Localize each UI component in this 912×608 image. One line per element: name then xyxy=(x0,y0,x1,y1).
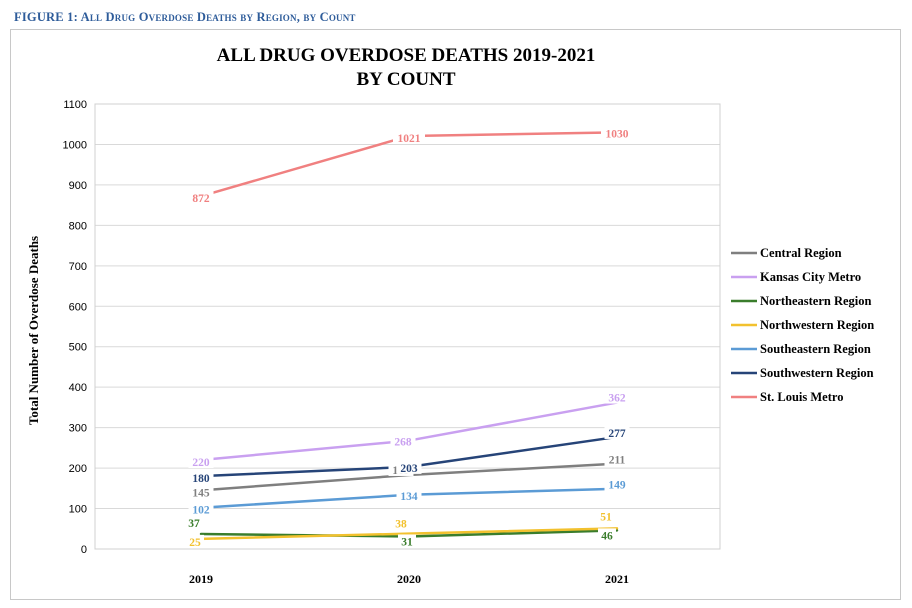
data-labels: 1451832112202683623731462538511021341491… xyxy=(185,126,633,549)
y-tick-label: 600 xyxy=(69,301,87,313)
data-label: 145 xyxy=(192,487,210,499)
y-tick-label: 300 xyxy=(69,423,87,435)
plot-area xyxy=(94,103,721,550)
y-axis-ticks: 0 100 200 300 400 500 600 700 800 900 1000 1100 xyxy=(63,99,87,556)
data-label: 102 xyxy=(192,505,210,517)
data-label: 268 xyxy=(394,437,412,449)
chart-title: ALL DRUG OVERDOSE DEATHS 2019-2021 BY CO… xyxy=(217,45,596,90)
y-tick-label: 0 xyxy=(81,544,87,556)
legend-label: Northwestern Region xyxy=(760,318,874,332)
data-label: 1030 xyxy=(606,128,629,140)
data-label: 203 xyxy=(400,463,418,475)
legend-label: Central Region xyxy=(760,246,842,260)
data-label-bg xyxy=(188,455,214,468)
y-tick-label: 800 xyxy=(69,220,87,232)
data-label-bg xyxy=(396,488,422,502)
legend-label: St. Louis Metro xyxy=(760,390,843,404)
legend-label: Southeastern Region xyxy=(760,342,871,356)
x-axis-ticks: 2019 2020 2021 xyxy=(189,572,629,586)
legend: Central Region Kansas City Metro Northeast… xyxy=(731,246,874,404)
chart-frame xyxy=(10,29,901,600)
y-axis-label: Total Number of Overdose Deaths xyxy=(26,236,41,425)
data-label-bg xyxy=(188,191,214,205)
data-label-bg xyxy=(390,434,416,448)
x-tick-label: 2020 xyxy=(397,572,421,586)
series-lines xyxy=(199,131,619,541)
data-label-bg xyxy=(604,390,630,404)
data-label: 134 xyxy=(400,491,418,503)
data-label-bg xyxy=(392,516,410,530)
data-label: 25 xyxy=(189,537,201,549)
legend-label: Southwestern Region xyxy=(760,366,874,380)
data-label-bg xyxy=(398,534,416,548)
data-label: 31 xyxy=(401,536,413,548)
y-tick-label: 1000 xyxy=(63,139,87,151)
y-tick-label: 200 xyxy=(69,463,87,475)
chart-title-line-1: ALL DRUG OVERDOSE DEATHS 2019-2021 xyxy=(217,45,596,66)
data-label: 37 xyxy=(188,518,200,530)
y-tick-label: 400 xyxy=(69,382,87,394)
y-tick-label: 900 xyxy=(69,180,87,192)
legend-label: Kansas City Metro xyxy=(760,270,861,284)
data-label-bg xyxy=(188,471,214,485)
data-label: 1021 xyxy=(398,133,421,145)
data-label-bg xyxy=(598,528,616,542)
data-label: 51 xyxy=(600,511,612,523)
series-line-northwestern-region xyxy=(199,527,619,541)
data-label-bg xyxy=(604,425,630,439)
data-label: 38 xyxy=(395,519,407,531)
y-tick-label: 1100 xyxy=(63,99,87,111)
data-label-bg xyxy=(188,502,214,516)
series-line-kansas-city-metro xyxy=(199,401,619,462)
figure-caption: FIGURE 1: All Drug Overdose Deaths by Re… xyxy=(14,10,356,24)
y-tick-label: 500 xyxy=(69,342,87,354)
data-label-bg xyxy=(188,485,214,499)
y-tick-label: 100 xyxy=(69,504,87,516)
data-label-bg xyxy=(186,534,204,548)
data-label-bg xyxy=(185,516,203,530)
legend-label: Northeastern Region xyxy=(760,294,871,308)
data-label: 277 xyxy=(608,428,626,440)
y-tick-label: 700 xyxy=(69,261,87,273)
data-label-bg xyxy=(601,126,633,140)
data-label: 211 xyxy=(609,455,626,467)
x-tick-label: 2019 xyxy=(189,572,213,586)
data-label-bg xyxy=(396,460,422,474)
data-label-bg xyxy=(604,477,630,491)
data-label: 872 xyxy=(192,193,210,205)
data-label: 46 xyxy=(601,530,613,542)
chart-title-line-2: BY COUNT xyxy=(356,69,455,90)
data-label: 362 xyxy=(608,393,626,405)
data-label-bg xyxy=(597,509,615,523)
data-label-bg xyxy=(393,130,425,144)
data-label: 220 xyxy=(192,457,210,469)
data-label: 149 xyxy=(608,480,626,492)
data-label-bg xyxy=(604,452,630,466)
x-tick-label: 2021 xyxy=(605,572,629,586)
data-label: 180 xyxy=(192,473,210,485)
